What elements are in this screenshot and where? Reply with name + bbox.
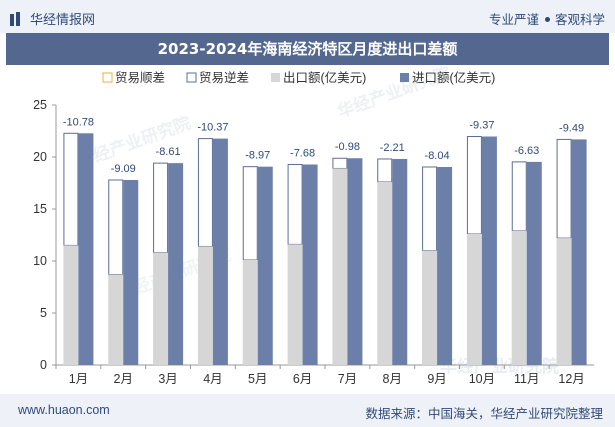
legend-import-swatch — [400, 73, 409, 82]
legend-export-swatch — [271, 73, 280, 82]
import-bar — [123, 179, 139, 365]
trade-deficit-bar — [287, 163, 303, 245]
brand-name: 华经情报网 — [30, 12, 96, 27]
import-bar — [78, 133, 94, 365]
y-tick-label: 5 — [40, 306, 47, 320]
trade-deficit-bar — [422, 166, 438, 252]
data-label: -8.04 — [425, 150, 450, 162]
trade-deficit-bar — [108, 179, 124, 276]
trade-deficit-bar — [197, 138, 213, 247]
x-tick-label: 4月 — [203, 372, 222, 386]
trade-deficit-bar — [242, 166, 258, 261]
import-bar — [168, 163, 184, 365]
import-bar — [257, 166, 273, 365]
export-bar — [422, 250, 438, 365]
y-tick-label: 10 — [33, 254, 47, 268]
import-bar — [571, 139, 587, 365]
trade-deficit-bar — [153, 162, 169, 254]
data-label: -9.09 — [111, 163, 136, 175]
x-tick-label: 10月 — [469, 372, 495, 386]
import-bar — [526, 161, 542, 365]
y-tick-label: 25 — [33, 98, 47, 112]
data-label: -9.37 — [469, 120, 494, 132]
export-bar — [556, 238, 572, 365]
x-tick-label: 9月 — [427, 372, 446, 386]
chart-title: 2023-2024年海南经济特区月度进出口差额 — [6, 33, 609, 65]
trade-deficit-bar — [332, 157, 348, 169]
import-bar — [302, 164, 318, 365]
legend-import-label: 进口额(亿美元) — [412, 70, 495, 85]
slogan-2: 客观科学 — [554, 13, 605, 27]
x-tick-label: 12月 — [558, 372, 584, 386]
import-bar — [212, 138, 228, 365]
export-bar — [332, 168, 348, 365]
y-tick-label: 15 — [33, 202, 47, 216]
data-label: -8.61 — [156, 146, 181, 158]
website-url[interactable]: www.huaon.com — [18, 403, 110, 417]
bullet-icon — [544, 17, 550, 23]
trade-deficit-bar — [511, 161, 527, 232]
data-label: -10.37 — [197, 122, 228, 134]
legend-deficit-swatch — [186, 72, 197, 83]
export-bar — [377, 181, 393, 365]
y-tick-label: 0 — [40, 358, 47, 372]
trade-deficit-bar — [466, 136, 482, 235]
export-bar — [197, 246, 213, 365]
top-bar: 华经情报网 专业严谨 客观科学 — [0, 0, 615, 33]
export-bar — [63, 245, 79, 365]
x-tick-label: 7月 — [338, 372, 357, 386]
data-label: -10.78 — [63, 116, 94, 128]
export-bar — [287, 244, 303, 365]
data-label: -0.98 — [335, 141, 360, 153]
brand-logo-icon — [10, 11, 20, 26]
footer: www.huaon.com 数据来源：中国海关，华经产业研究院整理 — [0, 394, 615, 427]
x-tick-label: 6月 — [293, 372, 312, 386]
x-tick-label: 1月 — [69, 372, 88, 386]
data-source: 数据来源：中国海关，华经产业研究院整理 — [365, 407, 603, 421]
data-label: -7.68 — [290, 147, 315, 159]
import-bar — [392, 158, 408, 365]
brand[interactable]: 华经情报网 — [10, 9, 95, 28]
legend-surplus-label: 贸易顺差 — [115, 71, 165, 85]
import-bar — [481, 136, 497, 365]
import-bar — [437, 166, 453, 365]
data-label: -9.49 — [559, 122, 584, 134]
legend-surplus-swatch — [102, 72, 113, 83]
slogan-1: 专业严谨 — [488, 13, 539, 27]
x-tick-label: 3月 — [158, 372, 177, 386]
x-tick-label: 2月 — [114, 372, 133, 386]
trade-deficit-bar — [377, 158, 393, 183]
data-label: -8.97 — [245, 150, 270, 162]
trade-deficit-bar — [63, 132, 79, 246]
export-bar — [108, 274, 124, 365]
y-tick-label: 20 — [33, 150, 47, 164]
export-bar — [511, 230, 527, 365]
legend-export-label: 出口额(亿美元) — [283, 70, 366, 85]
x-tick-label: 5月 — [248, 372, 267, 386]
export-bar — [466, 233, 482, 365]
x-tick-label: 8月 — [383, 372, 402, 386]
export-bar — [242, 259, 258, 365]
data-label: -6.63 — [514, 145, 539, 157]
export-bar — [153, 252, 169, 365]
data-label: -2.21 — [380, 142, 405, 154]
slogan: 专业严谨 客观科学 — [489, 9, 605, 28]
import-bar — [347, 158, 363, 365]
x-tick-label: 11月 — [514, 372, 539, 386]
legend-deficit-label: 贸易逆差 — [199, 70, 249, 85]
trade-deficit-bar — [556, 138, 572, 239]
